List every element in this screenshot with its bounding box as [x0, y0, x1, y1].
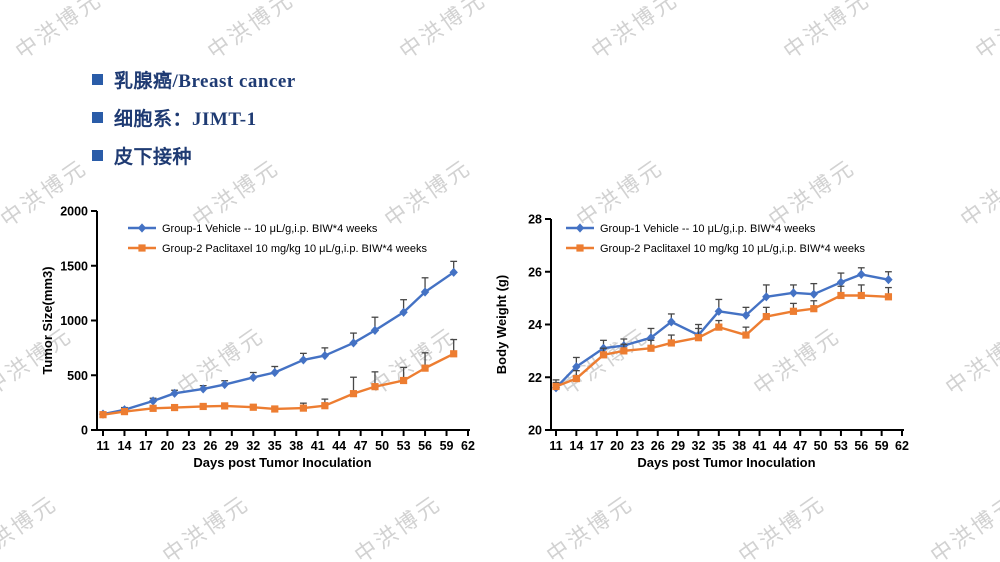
x-tick-label: 53: [834, 439, 848, 453]
x-tick-label: 17: [590, 439, 604, 453]
cell-line-label: 细胞系：JIMT-1: [114, 108, 257, 130]
body-weight-chart: 20 22 24 26 28 11 14 17 20 23 26 29 32 35 38 41 44 47 50 53…: [478, 193, 958, 498]
y-axis: 20 22 24 26 28: [528, 213, 551, 438]
x-tick-label: 35: [712, 439, 726, 453]
x-tick-label: 50: [375, 439, 389, 453]
watermark-text: 中洪博元: [586, 0, 684, 65]
legend-label: Group-1 Vehicle -- 10 μL/g,i.p. BIW*4 we…: [600, 223, 816, 235]
y-tick-label: 24: [528, 318, 542, 332]
x-tick-label: 41: [311, 439, 325, 453]
x-tick-label: 38: [732, 439, 746, 453]
legend-label: Group-2 Paclitaxel 10 mg/kg 10 μL/g,i.p.…: [600, 243, 865, 255]
y-tick-label: 28: [528, 213, 542, 227]
y-tick-label: 0: [81, 424, 88, 438]
x-tick-label: 44: [773, 439, 787, 453]
watermark-text: 中洪博元: [202, 0, 300, 65]
x-tick-label: 56: [418, 439, 432, 453]
x-tick-label: 20: [610, 439, 624, 453]
legend: Group-1 Vehicle -- 10 μL/g,i.p. BIW*4 we…: [566, 223, 865, 255]
chart-canvas: 20 22 24 26 28 11 14 17 20 23 26 29 32 35 38 41 44 47 50 53…: [494, 213, 909, 471]
x-tick-label: 50: [814, 439, 828, 453]
chart-canvas: 0 500 1000 1500 2000 11 14 17 20 23 26 29 32 35 38 41 44…: [40, 205, 475, 471]
x-tick-label: 20: [160, 439, 174, 453]
x-tick-label: 59: [440, 439, 454, 453]
y-tick-label: 22: [528, 371, 542, 385]
series-group2-paclitaxel: [99, 338, 458, 419]
list-item-inoculation-route: 皮下接种: [92, 144, 296, 168]
x-tick-label: 56: [854, 439, 868, 453]
y-axis-title: Body Weight (g): [494, 275, 509, 374]
x-tick-label: 26: [203, 439, 217, 453]
x-tick-label: 35: [268, 439, 282, 453]
tumor-size-chart: 0 500 1000 1500 2000 11 14 17 20 23 26 29 32 35 38 41 44…: [28, 193, 478, 498]
x-tick-label: 11: [96, 439, 109, 453]
bullet-square-icon: [92, 111, 103, 123]
x-tick-label: 59: [875, 439, 889, 453]
legend: Group-1 Vehicle -- 10 μL/g,i.p. BIW*4 we…: [128, 223, 427, 255]
x-tick-label: 44: [332, 439, 346, 453]
legend-label: Group-1 Vehicle -- 10 μL/g,i.p. BIW*4 we…: [162, 223, 378, 235]
y-tick-label: 26: [528, 265, 542, 279]
x-tick-label: 14: [569, 439, 583, 453]
watermark-text: 中洪博元: [970, 0, 1000, 65]
x-tick-label: 47: [354, 439, 368, 453]
list-item-cancer-type: 乳腺癌/Breast cancer: [92, 68, 296, 92]
x-tick-label: 29: [671, 439, 685, 453]
watermark-text: 中洪博元: [955, 154, 1000, 233]
x-tick-label: 14: [118, 439, 132, 453]
watermark-text: 中洪博元: [394, 0, 492, 65]
x-tick-label: 23: [182, 439, 196, 453]
y-axis-title: Tumor Size(mm3): [40, 266, 55, 374]
x-axis: 11 14 17 20 23 26 29 32 35 38 41 44 47 50 53 56 59 62: [96, 430, 475, 453]
x-tick-label: 11: [549, 439, 562, 453]
x-tick-label: 38: [289, 439, 303, 453]
bullet-square-icon: [92, 73, 103, 85]
x-tick-label: 32: [246, 439, 260, 453]
watermark-text: 中洪博元: [778, 0, 876, 65]
x-tick-label: 47: [793, 439, 807, 453]
bullet-square-icon: [92, 149, 103, 161]
y-axis: 0 500 1000 1500 2000: [60, 205, 97, 438]
watermark-text: 中洪博元: [10, 0, 108, 65]
y-tick-label: 20: [528, 424, 542, 438]
x-axis-title: Days post Tumor Inoculation: [193, 455, 371, 470]
x-axis: 11 14 17 20 23 26 29 32 35 38 41 44 47 50 53 56 59 62: [549, 430, 909, 453]
cancer-type-label: 乳腺癌/Breast cancer: [114, 70, 296, 92]
x-tick-label: 53: [397, 439, 411, 453]
y-tick-label: 1500: [60, 259, 88, 273]
x-tick-label: 62: [461, 439, 475, 453]
series-group1-vehicle: [98, 260, 458, 419]
y-tick-label: 2000: [60, 205, 88, 219]
study-info-list: 乳腺癌/Breast cancer 细胞系：JIMT-1 皮下接种: [92, 68, 296, 182]
x-tick-label: 26: [651, 439, 665, 453]
list-item-cell-line: 细胞系：JIMT-1: [92, 106, 296, 130]
x-tick-label: 32: [692, 439, 706, 453]
x-tick-label: 23: [630, 439, 644, 453]
y-tick-label: 1000: [60, 314, 88, 328]
x-tick-label: 17: [139, 439, 153, 453]
x-tick-label: 41: [753, 439, 767, 453]
x-tick-label: 62: [895, 439, 909, 453]
x-tick-label: 29: [225, 439, 239, 453]
inoculation-route-label: 皮下接种: [114, 146, 193, 168]
series-group2-paclitaxel: [552, 284, 893, 391]
legend-label: Group-2 Paclitaxel 10 mg/kg 10 μL/g,i.p.…: [162, 243, 427, 255]
x-axis-title: Days post Tumor Inoculation: [637, 455, 815, 470]
y-tick-label: 500: [67, 369, 88, 383]
